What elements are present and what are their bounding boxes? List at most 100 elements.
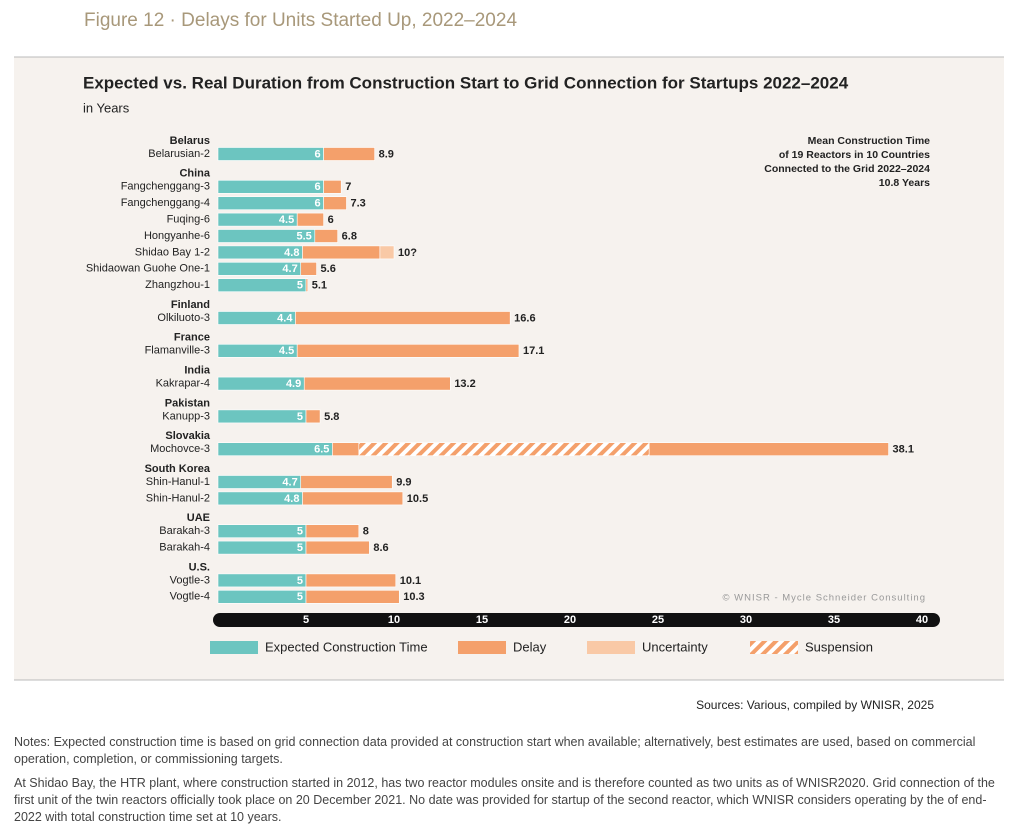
bar-segment xyxy=(296,343,520,358)
subtitle: in Years xyxy=(83,100,130,115)
value-label: 5 xyxy=(297,411,303,423)
bar-segment xyxy=(358,442,650,457)
note: At Shidao Bay, the HTR plant, where cons… xyxy=(14,776,995,824)
total-label: 10? xyxy=(398,247,417,259)
bar-segment xyxy=(300,261,317,276)
value-label: 5 xyxy=(297,542,303,554)
group-label: Finland xyxy=(171,299,210,311)
group-label: U.S. xyxy=(189,561,210,573)
value-label: 4.7 xyxy=(282,476,297,488)
group-label: South Korea xyxy=(145,463,211,475)
value-label: 4.4 xyxy=(277,312,293,324)
x-tick-label: 35 xyxy=(828,614,840,626)
group-label: Pakistan xyxy=(165,397,211,409)
y-tick-label: Belarusian-2 xyxy=(148,148,210,160)
y-tick-label: Zhangzhou-1 xyxy=(145,279,210,291)
bar-segment xyxy=(217,589,307,604)
y-tick-label: Fuqing-6 xyxy=(167,214,210,226)
bar-segment xyxy=(305,278,309,293)
value-label: 4.7 xyxy=(282,263,297,275)
y-tick-label: Fangchenggang-4 xyxy=(121,197,210,209)
bar-segment xyxy=(217,409,307,424)
total-label: 10.1 xyxy=(400,575,421,587)
total-label: 7 xyxy=(345,181,351,193)
total-label: 5.1 xyxy=(312,280,327,292)
value-label: 6 xyxy=(314,148,320,160)
bar-segment xyxy=(379,245,395,260)
x-tick-label: 30 xyxy=(740,614,752,626)
total-label: 10.3 xyxy=(403,591,424,603)
bar-segment xyxy=(217,540,307,555)
total-label: 6 xyxy=(328,214,334,226)
bar-segment xyxy=(648,442,889,457)
bar-segment xyxy=(217,196,324,210)
bar-segment xyxy=(302,491,404,506)
bar-segment xyxy=(305,409,321,424)
y-tick-label: Barakah-4 xyxy=(159,542,210,554)
value-label: 6 xyxy=(314,181,320,193)
total-label: 9.9 xyxy=(396,476,411,488)
value-label: 5 xyxy=(297,526,303,538)
chart-title: Expected vs. Real Duration from Construc… xyxy=(83,73,849,92)
y-tick-label: Flamanville-3 xyxy=(145,345,210,357)
y-tick-label: Shidao Bay 1-2 xyxy=(135,246,210,258)
bar-segment xyxy=(305,589,400,604)
annotation: Mean Construction Time xyxy=(808,135,930,147)
figure-label: Figure 12 · Delays for Units Started Up,… xyxy=(84,10,518,31)
sources: Sources: Various, compiled by WNISR, 202… xyxy=(696,698,934,712)
group-label: India xyxy=(184,365,211,377)
annotation: 10.8 Years xyxy=(879,177,930,189)
total-label: 7.3 xyxy=(350,198,365,210)
value-label: 4.8 xyxy=(284,247,299,259)
value-label: 4.9 xyxy=(286,378,301,390)
legend-label: Delay xyxy=(513,639,547,654)
total-label: 10.5 xyxy=(407,493,428,505)
legend-swatch xyxy=(458,641,506,654)
total-label: 8.9 xyxy=(379,148,394,160)
y-tick-label: Mochovce-3 xyxy=(150,443,210,455)
group-label: Belarus xyxy=(170,135,210,147)
group-label: France xyxy=(174,332,210,344)
note: Notes: Expected construction time is bas… xyxy=(14,735,976,766)
group-label: UAE xyxy=(187,512,210,524)
value-label: 5 xyxy=(297,575,303,587)
value-label: 6 xyxy=(314,198,320,210)
y-tick-label: Kanupp-3 xyxy=(162,410,210,422)
total-label: 38.1 xyxy=(893,444,914,456)
y-tick-label: Shin-Hanul-1 xyxy=(146,476,210,488)
bar-segment xyxy=(323,147,375,161)
x-axis-bar xyxy=(213,613,940,627)
panel xyxy=(14,57,1004,680)
legend-swatch xyxy=(750,641,798,654)
bar-segment xyxy=(305,573,397,588)
y-tick-label: Vogtle-4 xyxy=(170,591,210,603)
total-label: 6.8 xyxy=(342,230,357,242)
x-tick-label: 5 xyxy=(303,614,309,626)
y-tick-label: Barakah-3 xyxy=(159,525,210,537)
total-label: 16.6 xyxy=(514,312,535,324)
annotation: of 19 Reactors in 10 Countries xyxy=(779,149,930,161)
legend-label: Expected Construction Time xyxy=(265,639,428,654)
annotation: Connected to the Grid 2022–2024 xyxy=(764,163,930,175)
bar-segment xyxy=(217,524,307,539)
value-label: 4.5 xyxy=(279,345,294,357)
credit: © WNISR - Mycle Schneider Consulting xyxy=(723,593,927,604)
total-label: 8 xyxy=(363,526,369,538)
value-label: 4.8 xyxy=(284,493,299,505)
bar-segment xyxy=(217,573,307,588)
bar-segment xyxy=(302,245,381,260)
total-label: 13.2 xyxy=(454,378,475,390)
value-label: 6.5 xyxy=(314,444,329,456)
total-label: 8.6 xyxy=(373,542,388,554)
x-tick-label: 40 xyxy=(916,614,928,626)
bar-segment xyxy=(300,475,393,489)
bar-segment xyxy=(303,376,451,391)
bar-segment xyxy=(305,540,370,555)
x-tick-label: 10 xyxy=(388,614,400,626)
total-label: 5.8 xyxy=(324,411,339,423)
y-tick-label: Kakrapar-4 xyxy=(156,378,210,390)
bar-segment xyxy=(305,524,360,539)
total-label: 5.6 xyxy=(321,263,336,275)
legend-swatch xyxy=(587,641,635,654)
